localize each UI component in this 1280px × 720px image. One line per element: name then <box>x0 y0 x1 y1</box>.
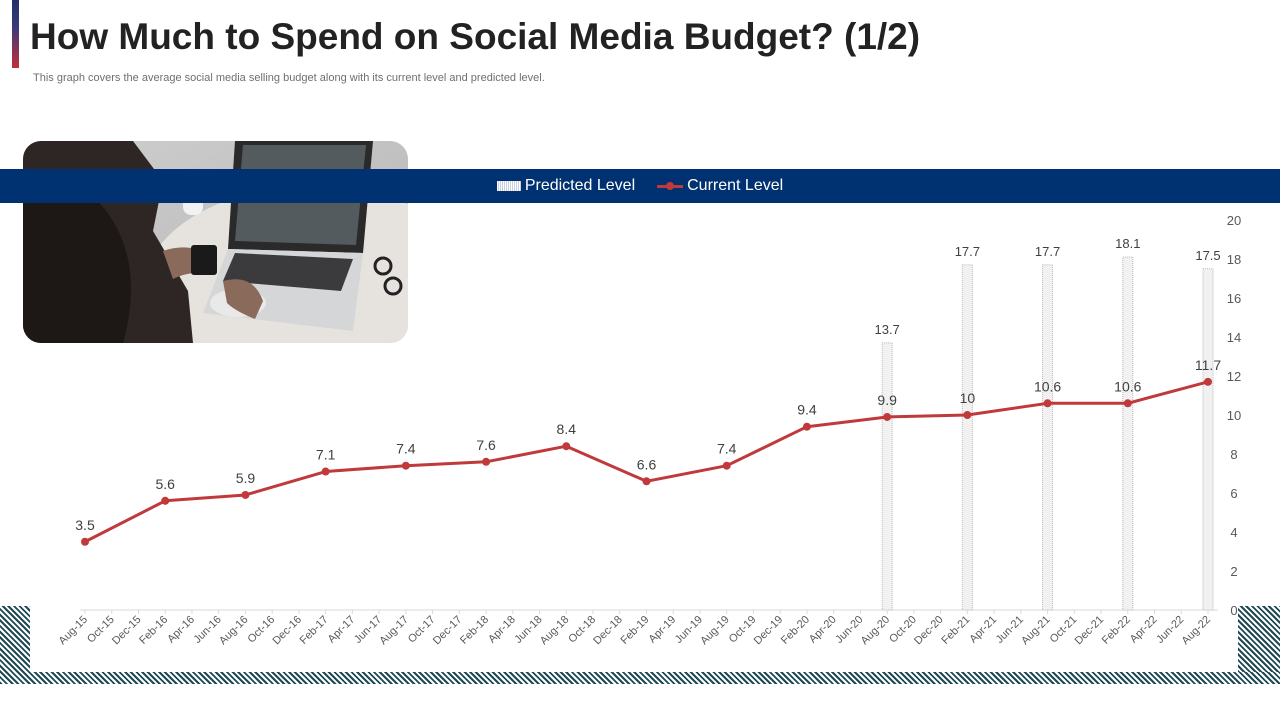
current-level-point <box>1204 377 1212 386</box>
current-level-data-label: 6.6 <box>637 456 657 472</box>
predicted-level-data-label: 17.7 <box>1035 244 1060 259</box>
y-tick-label: 8 <box>1230 447 1237 462</box>
current-level-data-label: 9.4 <box>797 402 817 418</box>
decorative-hatch-right <box>1238 606 1280 684</box>
current-level-data-label: 7.6 <box>476 437 496 453</box>
current-level-swatch-icon <box>657 181 684 191</box>
predicted-level-bar <box>1202 268 1214 611</box>
current-level-data-label: 10 <box>960 390 976 406</box>
current-level-point <box>883 412 892 421</box>
current-level-data-label: 5.6 <box>155 476 175 492</box>
legend-item-current-level: Current Level <box>657 177 783 195</box>
current-level-point <box>81 537 89 546</box>
predicted-level-data-label: 17.5 <box>1195 248 1220 263</box>
current-level-data-label: 10.6 <box>1114 378 1141 394</box>
y-tick-label: 0 <box>1230 603 1237 618</box>
legend-label-current: Current Level <box>687 177 784 194</box>
legend-label-predicted: Predicted Level <box>524 177 636 194</box>
legend: Predicted Level Current Level <box>0 169 1280 203</box>
predicted-level-bar <box>1122 256 1134 611</box>
predicted-level-bar <box>1042 264 1054 611</box>
y-tick-label: 18 <box>1227 252 1241 267</box>
y-tick-label: 20 <box>1227 213 1241 228</box>
y-tick-label: 6 <box>1230 486 1237 501</box>
current-level-data-label: 10.6 <box>1034 378 1061 394</box>
current-level-point <box>963 411 972 419</box>
current-level-data-label: 7.4 <box>717 441 737 457</box>
current-level-data-label: 8.4 <box>557 421 577 437</box>
title-accent-bar <box>12 0 19 68</box>
predicted-level-data-label: 17.7 <box>955 244 980 259</box>
current-level-point <box>482 457 491 466</box>
current-level-point <box>1043 399 1052 408</box>
y-tick-label: 12 <box>1227 369 1241 384</box>
current-level-point <box>161 496 170 505</box>
current-level-point <box>321 467 330 476</box>
current-level-point <box>241 490 250 499</box>
y-tick-label: 10 <box>1227 408 1241 423</box>
predicted-level-swatch-icon <box>496 181 521 191</box>
current-level-point <box>722 461 731 470</box>
y-tick-label: 4 <box>1230 525 1237 540</box>
page-subtitle: This graph covers the average social med… <box>33 72 545 84</box>
y-tick-label: 2 <box>1230 564 1237 579</box>
current-level-data-label: 9.9 <box>877 392 897 408</box>
legend-item-predicted-level: Predicted Level <box>496 177 636 195</box>
current-level-data-label: 7.1 <box>316 447 336 463</box>
current-level-data-label: 7.4 <box>396 441 416 457</box>
predicted-level-bar <box>961 264 973 611</box>
current-level-point <box>1123 399 1132 408</box>
y-tick-label: 16 <box>1227 291 1241 306</box>
current-level-data-label: 11.7 <box>1195 357 1221 373</box>
predicted-level-data-label: 18.1 <box>1115 236 1140 251</box>
y-tick-label: 14 <box>1227 330 1241 345</box>
page-title: How Much to Spend on Social Media Budget… <box>30 16 921 57</box>
current-level-data-label: 3.5 <box>75 517 95 533</box>
predicted-level-bar <box>881 342 893 611</box>
current-level-point <box>642 477 651 486</box>
decorative-hatch-left <box>0 606 30 684</box>
current-level-point <box>401 461 410 470</box>
decorative-hatch-bottom <box>0 672 1280 684</box>
predicted-level-data-label: 13.7 <box>874 322 899 337</box>
current-level-point <box>562 442 571 451</box>
current-level-point <box>802 422 811 431</box>
current-level-data-label: 5.9 <box>236 470 256 486</box>
